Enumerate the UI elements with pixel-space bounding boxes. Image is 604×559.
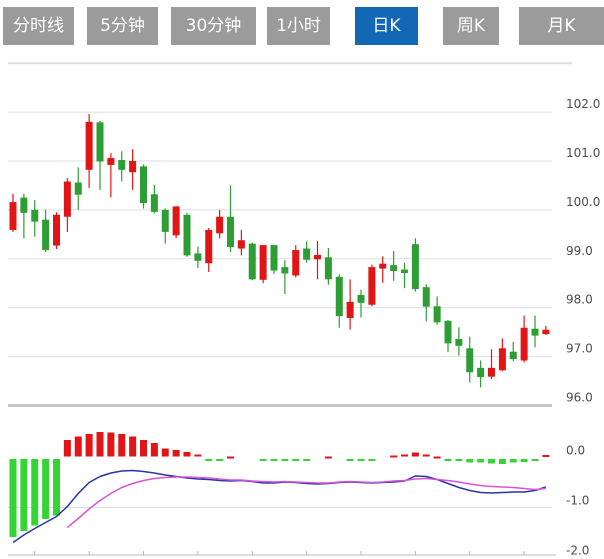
tab-weekly-k[interactable]: 周K — [443, 7, 499, 45]
macd-chart — [9, 432, 550, 544]
grid-lines — [8, 62, 572, 508]
svg-text:-1.0: -1.0 — [566, 494, 589, 508]
tab-daily-k[interactable]: 日K — [355, 7, 418, 45]
tab-5min[interactable]: 5分钟 — [87, 7, 158, 45]
candlestick-chart — [9, 114, 550, 388]
tab-30min[interactable]: 30分钟 — [171, 7, 256, 45]
period-tabbar: 分时线 5分钟 30分钟 1小时 日K 周K 月K — [0, 0, 604, 52]
tab-timeshare[interactable]: 分时线 — [3, 7, 74, 45]
svg-text:-2.0: -2.0 — [566, 544, 589, 558]
svg-text:102.0: 102.0 — [566, 97, 600, 111]
tab-monthly-k[interactable]: 月K — [519, 7, 604, 45]
svg-text:97.0: 97.0 — [566, 342, 593, 356]
axes-labels: 102.0 101.0 100.0 99.0 98.0 97.0 96.0 0.0 -1.0 -2… — [8, 97, 600, 558]
svg-text:101.0: 101.0 — [566, 146, 600, 160]
svg-text:96.0: 96.0 — [566, 391, 593, 405]
tab-1hour[interactable]: 1小时 — [267, 7, 330, 45]
svg-text:98.0: 98.0 — [566, 293, 593, 307]
svg-text:99.0: 99.0 — [566, 244, 593, 258]
svg-text:100.0: 100.0 — [566, 195, 600, 209]
svg-text:0.0: 0.0 — [566, 444, 585, 458]
